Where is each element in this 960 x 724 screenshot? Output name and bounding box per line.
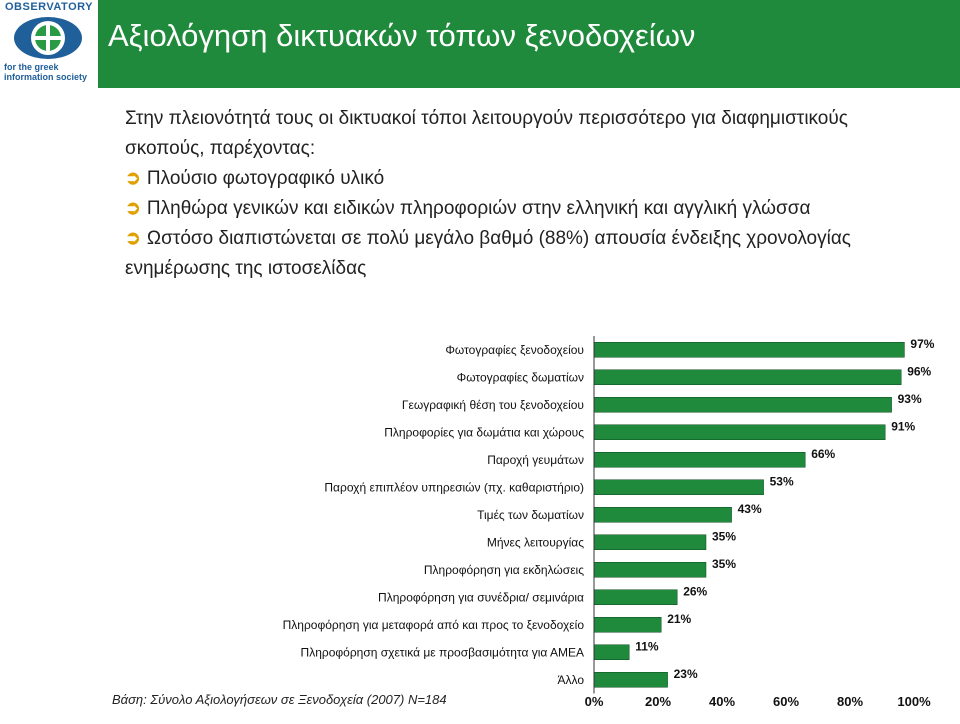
data-label: 21%	[667, 612, 691, 626]
category-label: Πληροφόρηση σχετικά με προσβασιμότητα γι…	[301, 645, 584, 659]
arrow-icon: ➲	[125, 228, 141, 249]
logo-bottom-text: for the greek information society	[4, 62, 88, 82]
arrow-icon: ➲	[125, 168, 141, 189]
bullet-text: Πληθώρα γενικών και ειδικών πληροφοριών …	[146, 198, 811, 219]
bar	[593, 342, 905, 358]
data-label: 97%	[910, 337, 934, 351]
bullet-text: Ωστόσο διαπιστώνεται σε πολύ μεγάλο βαθμ…	[125, 228, 851, 279]
bar	[593, 369, 902, 385]
bar	[593, 617, 662, 633]
category-label: Πληροφόρηση για εκδηλώσεις	[424, 563, 584, 577]
logo-top-text: OBSERVATORY	[4, 1, 94, 13]
data-label: 35%	[712, 529, 736, 543]
x-tick-label: 100%	[897, 694, 931, 709]
x-tick-label: 80%	[837, 694, 863, 709]
category-label: Φωτογραφίες δωματίων	[457, 370, 584, 384]
category-label: Άλλο	[557, 673, 584, 687]
data-label: 26%	[683, 584, 707, 598]
category-label: Πληροφορίες για δωμάτια και χώρους	[384, 425, 584, 439]
data-label: 23%	[674, 667, 698, 681]
data-label: 93%	[898, 392, 922, 406]
observatory-logo: OBSERVATORY for the greek information so…	[0, 0, 98, 88]
bar	[593, 424, 886, 440]
header-bar: OBSERVATORY for the greek information so…	[0, 0, 960, 88]
data-label: 96%	[907, 364, 931, 378]
category-label: Παροχή γευμάτων	[487, 453, 584, 467]
x-tick-label: 20%	[645, 694, 671, 709]
data-label: 66%	[811, 447, 835, 461]
data-label: 91%	[891, 419, 915, 433]
bar	[593, 562, 707, 578]
page-title: Αξιολόγηση δικτυακών τόπων ξενοδοχείων	[108, 18, 696, 53]
category-label: Τιμές των δωματίων	[477, 508, 584, 522]
bullet-list: Στην πλειονότητά τους οι δικτυακοί τόποι…	[125, 104, 925, 284]
data-label: 43%	[738, 502, 762, 516]
bullet-item: ➲ Ωστόσο διαπιστώνεται σε πολύ μεγάλο βαθ…	[125, 224, 925, 284]
bar	[593, 672, 668, 688]
bar	[593, 534, 707, 550]
category-label: Γεωγραφική θέση του ξενοδοχείου	[402, 398, 584, 412]
bar	[593, 507, 732, 523]
bar	[593, 644, 630, 660]
x-tick-label: 40%	[709, 694, 735, 709]
intro-text: Στην πλειονότητά τους οι δικτυακοί τόποι…	[125, 108, 848, 159]
category-label: Πληροφόρηση για συνέδρια/ σεμινάρια	[378, 590, 584, 604]
bar	[593, 589, 678, 605]
category-label: Μήνες λειτουργίας	[487, 535, 584, 549]
bar	[593, 479, 764, 495]
eye-logo-icon	[14, 17, 82, 59]
footnote: Βάση: Σύνολο Αξιολογήσεων σε Ξενοδοχεία …	[112, 692, 447, 707]
category-label: Πληροφόρηση για μεταφορά από και προς το…	[283, 618, 585, 632]
category-label: Παροχή επιπλέον υπηρεσιών (πχ. καθαριστή…	[324, 480, 584, 494]
category-label: Φωτογραφίες ξενοδοχείου	[445, 343, 584, 357]
data-label: 53%	[770, 474, 794, 488]
bar	[593, 452, 806, 468]
x-tick-label: 60%	[773, 694, 799, 709]
data-label: 11%	[635, 639, 659, 653]
arrow-icon: ➲	[125, 198, 141, 219]
x-tick-label: 0%	[585, 694, 604, 709]
bar	[593, 397, 892, 413]
bullet-text: Πλούσιο φωτογραφικό υλικό	[146, 168, 385, 189]
bullet-item: ➲ Πλούσιο φωτογραφικό υλικό	[125, 164, 925, 194]
data-label: 35%	[712, 557, 736, 571]
bullet-item: ➲ Πληθώρα γενικών και ειδικών πληροφοριών…	[125, 194, 925, 224]
